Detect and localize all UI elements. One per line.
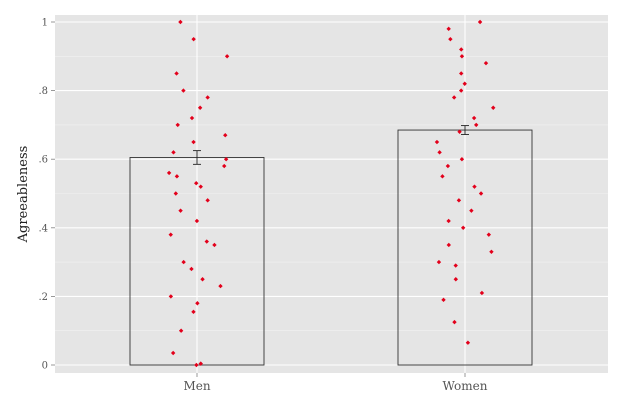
point-men <box>168 294 174 299</box>
point-women <box>459 157 465 162</box>
point-women <box>459 54 465 59</box>
point-men <box>189 115 195 121</box>
point-women <box>437 150 442 155</box>
point-women <box>446 242 451 248</box>
point-women <box>458 88 464 93</box>
point-men <box>204 239 209 244</box>
point-men <box>194 362 199 368</box>
point-men <box>223 132 228 138</box>
point-men <box>218 283 223 289</box>
point-women <box>478 191 484 196</box>
point-men <box>178 208 183 213</box>
point-men <box>205 198 210 203</box>
point-men <box>198 184 203 189</box>
point-women <box>474 122 479 128</box>
y-tick-label: .8 <box>38 86 48 97</box>
point-men <box>171 150 176 155</box>
point-women <box>456 198 462 203</box>
point-men <box>191 36 196 42</box>
point-women <box>489 249 494 255</box>
point-women <box>446 218 451 224</box>
point-women <box>441 297 446 303</box>
point-men <box>175 122 180 128</box>
point-men <box>168 232 173 237</box>
y-axis-title: Agreeableness <box>16 146 31 244</box>
point-men <box>181 88 186 93</box>
point-women <box>479 290 485 296</box>
point-women <box>459 47 464 52</box>
y-tick-label: 1 <box>42 18 48 29</box>
point-women <box>472 184 477 189</box>
point-women <box>469 208 474 213</box>
point-women <box>434 139 440 145</box>
point-women <box>457 129 462 134</box>
point-women <box>483 60 489 66</box>
y-tick-label: 0 <box>42 361 48 372</box>
point-men <box>178 19 183 25</box>
point-women <box>460 225 466 230</box>
point-women <box>477 19 483 25</box>
x-tick-label-men: Men <box>183 379 210 393</box>
y-tick-label: .6 <box>38 155 48 166</box>
point-men <box>166 170 172 176</box>
point-women <box>462 81 467 86</box>
point-men <box>194 181 199 186</box>
point-men <box>197 105 203 110</box>
point-women <box>446 26 451 32</box>
point-men <box>222 163 227 169</box>
point-men <box>189 266 194 272</box>
point-men <box>195 301 200 306</box>
point-men <box>194 218 200 224</box>
point-women <box>491 105 496 110</box>
point-men <box>198 361 203 366</box>
point-men <box>170 350 176 356</box>
plot-panel <box>55 15 608 373</box>
point-men <box>223 157 229 162</box>
point-men <box>174 174 180 179</box>
point-women <box>451 95 457 100</box>
point-women <box>436 259 442 265</box>
point-women <box>448 36 453 42</box>
point-men <box>174 71 179 76</box>
point-women <box>452 319 457 325</box>
point-men <box>191 139 196 145</box>
point-women <box>440 174 445 179</box>
point-women <box>459 71 464 76</box>
point-men <box>200 277 205 282</box>
point-men <box>224 54 230 59</box>
point-women <box>453 277 459 282</box>
y-tick-label: .4 <box>38 223 48 234</box>
point-men <box>173 191 178 196</box>
point-women <box>471 115 477 121</box>
point-men <box>212 242 217 248</box>
point-women <box>465 340 471 345</box>
point-women <box>453 263 458 268</box>
point-women <box>445 163 451 169</box>
point-men <box>205 95 210 100</box>
point-men <box>181 259 186 265</box>
point-women <box>486 232 492 237</box>
y-tick-label: .2 <box>38 292 48 303</box>
x-tick-label-women: Women <box>443 379 488 393</box>
point-men <box>178 328 184 333</box>
point-men <box>191 309 196 315</box>
